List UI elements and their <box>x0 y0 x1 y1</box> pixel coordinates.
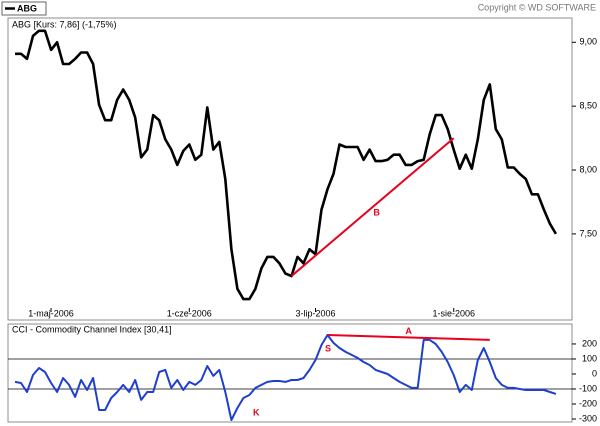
y-tick-label: 0 <box>592 368 597 378</box>
y-tick-label: -100 <box>579 383 597 393</box>
x-tick-label: 1-cze-2006 <box>167 308 212 318</box>
cci-panel <box>7 323 573 423</box>
trend-label: B <box>373 207 380 217</box>
trend-line <box>327 333 490 341</box>
y-tick-label: -300 <box>579 413 597 423</box>
legend-label: ABG <box>17 3 37 13</box>
trend-label: A <box>405 326 412 336</box>
x-tick-label: 1-maj-2006 <box>28 308 74 318</box>
annotation: K <box>253 407 260 417</box>
series-line <box>14 334 557 421</box>
price-panel <box>7 17 573 321</box>
series-line <box>15 29 558 301</box>
y-tick-label: 8,00 <box>579 164 597 174</box>
y-tick-label: 100 <box>582 353 597 363</box>
trend-line <box>290 137 455 277</box>
copyright: Copyright © WD SOFTWARE <box>478 2 596 12</box>
y-tick-label: -200 <box>579 398 597 408</box>
panel-subtitle: ABG [Kurs: 7,86] (-1,75%) <box>12 19 117 29</box>
y-tick-label: 200 <box>582 338 597 348</box>
x-tick-label: 1-sie-2006 <box>432 308 475 318</box>
x-tick-label: 3-lip-2006 <box>295 308 335 318</box>
y-tick-label: 9,00 <box>579 37 597 47</box>
panel-subtitle: CCI - Commodity Channel Index [30,41] <box>12 324 172 334</box>
y-tick-label: 8,50 <box>579 101 597 111</box>
annotation: S <box>325 343 331 353</box>
legend-box <box>1 1 47 16</box>
y-tick-label: 7,50 <box>579 228 597 238</box>
